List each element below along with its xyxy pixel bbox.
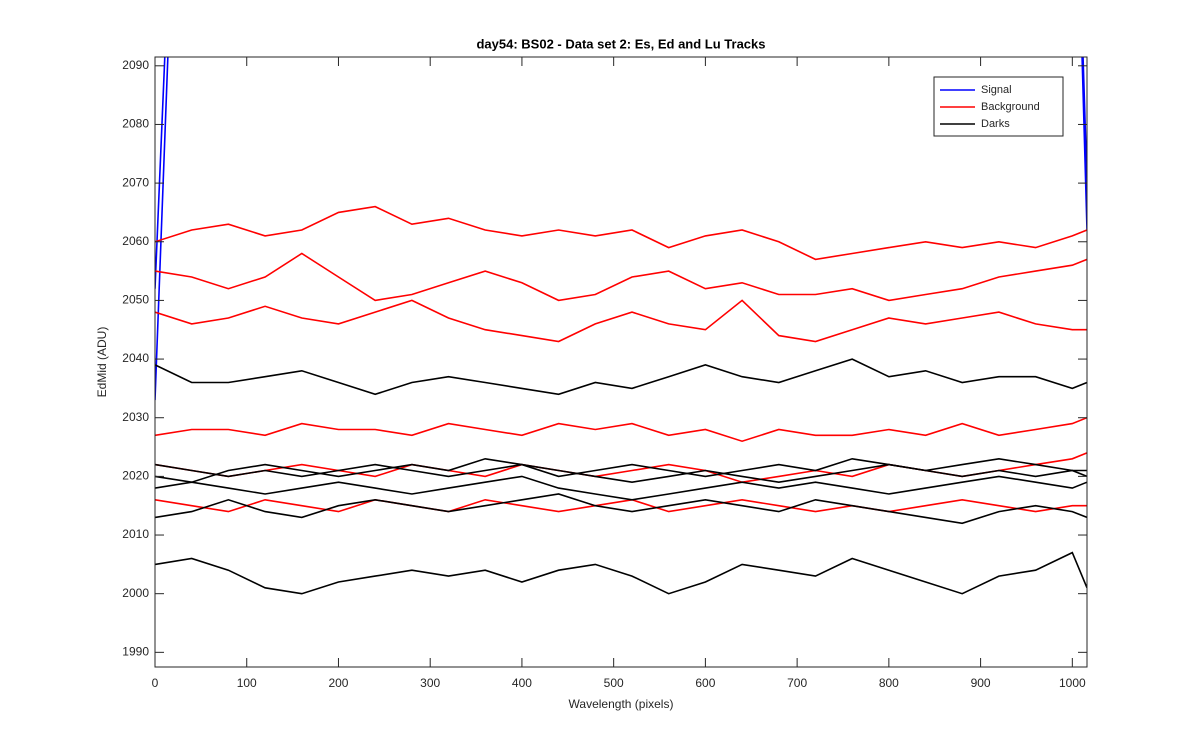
x-tick-label: 100 [237, 676, 257, 690]
series-line [155, 57, 1087, 289]
x-tick-label: 700 [787, 676, 807, 690]
x-tick-label: 500 [604, 676, 624, 690]
legend-label: Darks [981, 118, 1010, 130]
y-tick-label: 2020 [122, 469, 149, 483]
series-line [155, 205, 1087, 261]
series-line [155, 457, 1087, 478]
x-tick-label: 0 [152, 676, 159, 690]
series-line [155, 493, 1087, 525]
y-tick-label: 1990 [122, 645, 149, 659]
axes-box [154, 56, 1088, 668]
y-tick-label: 2010 [122, 527, 149, 541]
chart-title: day54: BS02 - Data set 2: Es, Ed and Lu … [476, 36, 765, 51]
legend-label: Background [981, 101, 1040, 113]
x-tick-label: 1000 [1059, 676, 1086, 690]
series-line [155, 57, 1087, 401]
y-axis-label: EdMid (ADU) [95, 327, 109, 398]
y-tick-label: 2040 [122, 351, 149, 365]
series-line [155, 299, 1087, 343]
x-tick-label: 300 [420, 676, 440, 690]
lines [155, 57, 1087, 595]
legend: Signal Background Darks [933, 76, 1064, 137]
series-line [155, 457, 1087, 484]
series-line [155, 475, 1087, 501]
y-tick-label: 2030 [122, 410, 149, 424]
y-tick-label: 2060 [122, 234, 149, 248]
x-tick-label: 800 [879, 676, 899, 690]
x-tick-label: 400 [512, 676, 532, 690]
y-tick-label: 2080 [122, 117, 149, 131]
legend-label: Signal [981, 84, 1012, 96]
y-tick-label: 2050 [122, 293, 149, 307]
y-tick-label: 2000 [122, 586, 149, 600]
y-tick-label: 2090 [122, 58, 149, 72]
x-tick-label: 900 [971, 676, 991, 690]
series-line [155, 551, 1087, 595]
y-tick-label: 2070 [122, 175, 149, 189]
plot-area [155, 57, 1087, 667]
series-line [155, 252, 1087, 302]
series-line [155, 416, 1087, 443]
x-axis-label: Wavelength (pixels) [569, 697, 674, 711]
x-tick-label: 200 [328, 676, 348, 690]
x-tick-label: 600 [695, 676, 715, 690]
series-line [155, 358, 1087, 396]
